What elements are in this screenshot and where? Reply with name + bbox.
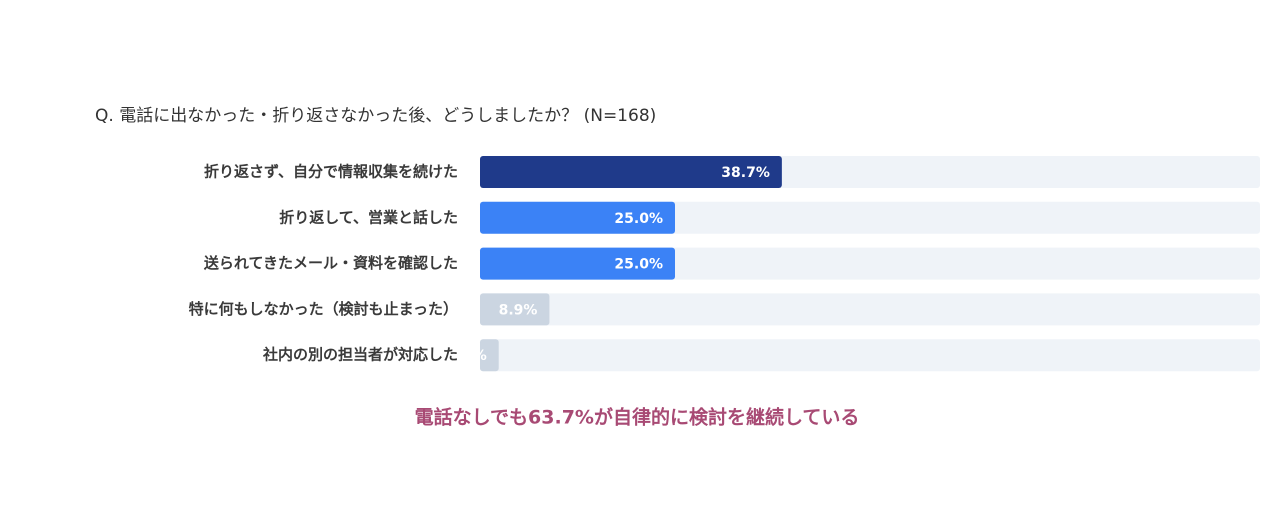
category-label: 折り返さず、自分で情報収集を続けた (204, 163, 458, 181)
bar (480, 201, 675, 234)
bar-track (480, 339, 1260, 372)
category-label: 特に何もしなかった（検討も止まった） (189, 300, 458, 318)
bar (480, 247, 675, 280)
bar (480, 339, 499, 372)
chart-title: Q. 電話に出なかった・折り返さなかった後、どうしましたか？ (N=168) (95, 106, 656, 126)
bar-track (480, 293, 1260, 326)
value-label: 25.0% (614, 257, 663, 273)
value-label: 25.0% (614, 211, 663, 227)
bar (480, 156, 782, 188)
value-label: 38.7% (721, 165, 770, 181)
annotation: 電話なしでも63.7%が自律的に検討を継続している (415, 406, 860, 429)
value-label: 8.9% (499, 302, 538, 318)
value-label: 2.4% (448, 348, 487, 364)
category-label: 社内の別の担当者が対応した (262, 346, 458, 364)
category-label: 送られてきたメール・資料を確認した (203, 254, 458, 272)
bar (480, 293, 550, 326)
category-label: 折り返して、営業と話した (279, 208, 458, 226)
